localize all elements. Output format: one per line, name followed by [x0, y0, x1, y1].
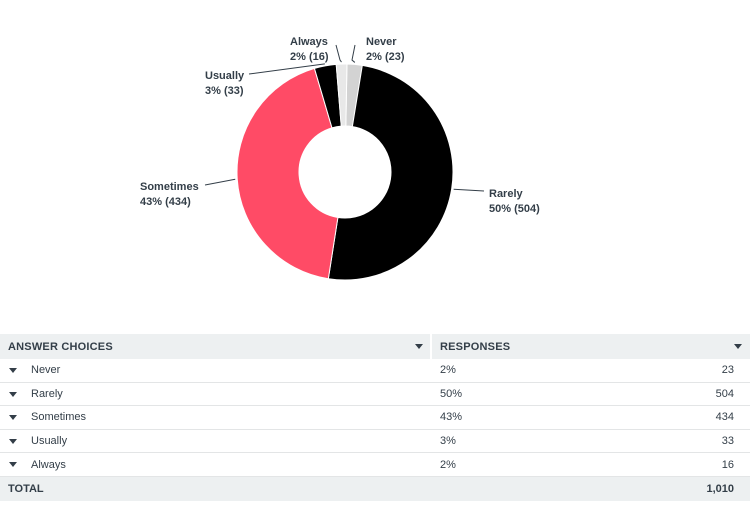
leader-line-usually: [248, 63, 325, 75]
slice-always[interactable]: [335, 63, 348, 127]
table-row: Usually 3% 33: [0, 430, 750, 454]
sort-down-icon[interactable]: [415, 344, 423, 349]
header-divider: [430, 334, 432, 359]
leader-line-rarely: [453, 188, 485, 192]
expand-caret-icon[interactable]: [9, 415, 17, 421]
slice-sometimes[interactable]: [236, 67, 339, 280]
callout-name-always: Always: [290, 36, 328, 48]
percent-value: 2%: [440, 458, 456, 471]
expand-caret-icon[interactable]: [9, 391, 17, 397]
choice-label: Rarely: [31, 387, 63, 400]
choice-label: Sometimes: [31, 411, 87, 424]
table-row: Sometimes 43% 434: [0, 406, 750, 430]
callout-name-rarely: Rarely: [489, 188, 524, 200]
expand-caret-icon[interactable]: [9, 368, 17, 373]
answer-choices-header[interactable]: ANSWER CHOICES: [0, 334, 428, 359]
count-value: 33: [721, 435, 734, 448]
percent-value: 3%: [440, 435, 456, 448]
slice-rarely[interactable]: [327, 64, 454, 281]
callout-name-never: Never: [366, 36, 397, 48]
sort-down-icon[interactable]: [734, 344, 742, 349]
callout-name-sometimes: Sometimes: [140, 181, 199, 193]
responses-header[interactable]: RESPONSES: [432, 334, 750, 359]
choice-label: Always: [31, 458, 66, 471]
callout-value-never: 2% (23): [366, 51, 405, 63]
percent-value: 2%: [440, 364, 456, 377]
table-row: Rarely 50% 504: [0, 383, 750, 407]
total-row: TOTAL 1,010: [0, 476, 750, 501]
count-value: 23: [721, 364, 734, 377]
response-table: ANSWER CHOICES RESPONSES Never 2% 23 Rar…: [0, 334, 750, 501]
count-value: 434: [715, 411, 734, 424]
table-row: Always 2% 16: [0, 453, 750, 477]
callout-name-usually: Usually: [205, 70, 245, 82]
table-header: ANSWER CHOICES RESPONSES: [0, 334, 750, 359]
total-label: TOTAL: [8, 482, 44, 495]
percent-value: 50%: [440, 387, 463, 400]
expand-caret-icon[interactable]: [9, 462, 17, 468]
choice-label: Never: [31, 364, 61, 377]
callout-value-sometimes: 43% (434): [140, 196, 191, 208]
responses-header-label: RESPONSES: [440, 340, 511, 353]
leader-line-never: [351, 44, 356, 63]
leader-line-sometimes: [204, 178, 236, 186]
total-count: 1,010: [706, 482, 734, 495]
callout-value-usually: 3% (33): [205, 85, 244, 97]
count-value: 16: [721, 458, 734, 471]
percent-value: 43%: [440, 411, 463, 424]
table-row: Never 2% 23: [0, 359, 750, 383]
choice-label: Usually: [31, 435, 68, 448]
donut-chart: Never 2% (23) Rarely 50% (504) Sometimes 43% …: [140, 36, 540, 281]
callout-value-always: 2% (16): [290, 51, 329, 63]
callout-value-rarely: 50% (504): [489, 203, 540, 215]
expand-caret-icon[interactable]: [9, 438, 17, 444]
count-value: 504: [715, 387, 734, 400]
leader-line-always: [335, 44, 342, 63]
answer-choices-header-label: ANSWER CHOICES: [8, 340, 113, 353]
